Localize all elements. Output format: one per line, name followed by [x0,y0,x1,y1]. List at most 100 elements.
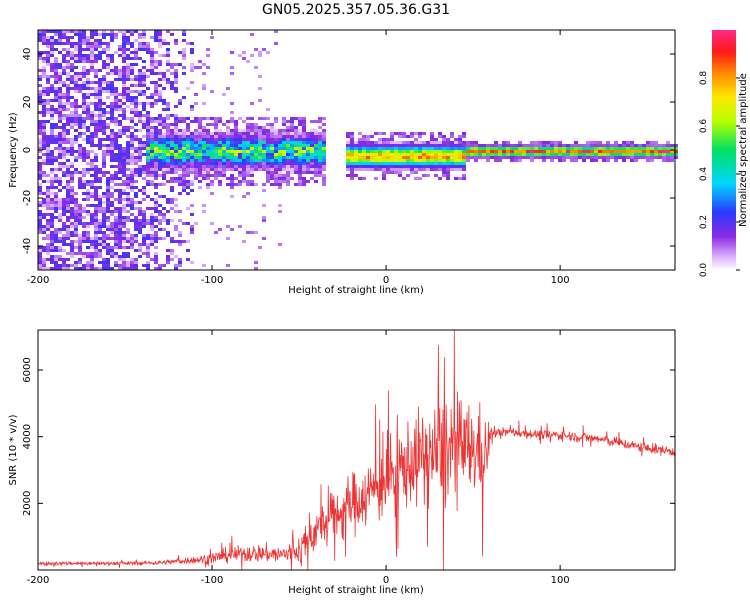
spectrogram-cell [166,60,170,63]
spectrogram-cell [118,195,122,198]
spectrogram-cell [278,156,282,159]
spectrogram-cell [146,237,150,240]
spectrogram-cell [230,102,234,105]
spectrogram-cell [54,234,58,237]
spectrogram-cell [194,159,198,162]
spectrogram-cell [258,129,262,132]
spectrogram-cell [346,135,350,138]
spectrogram-cell [262,117,266,120]
spectrogram-cell [150,240,154,243]
spectrogram-cell [70,126,74,129]
spectrogram-cell [74,219,78,222]
spectrogram-cell [238,132,242,135]
spectrogram-cell [54,186,58,189]
spectrogram-cell [170,156,174,159]
spectrogram-cell [114,99,118,102]
spectrogram-cell [242,147,246,150]
spectrogram-cell [122,42,126,45]
spectrogram-cell [382,144,386,147]
spectrogram-cell [94,42,98,45]
spectrogram-cell [246,159,250,162]
spectrogram-cell [82,171,86,174]
spectrogram-cell [362,165,366,168]
spectrogram-cell [258,141,262,144]
spectrogram-cell [134,147,138,150]
spectrogram-cell [118,108,122,111]
spectrogram-cell [38,123,42,126]
spectrogram-cell [290,177,294,180]
spectrogram-cell [42,72,46,75]
spectrogram-cell [578,147,582,150]
spectrogram-cell [46,147,50,150]
spectrogram-cell [390,147,394,150]
spectrogram-cell [290,153,294,156]
spectrogram-cell [278,177,282,180]
spectrogram-cell [110,111,114,114]
spectrogram-cell [162,174,166,177]
spectrogram-cell [446,162,450,165]
spectrogram-cell [42,180,46,183]
spectrogram-cell [86,114,90,117]
spectrogram-cell [370,141,374,144]
spectrogram-cell [170,138,174,141]
spectrogram-cell [206,123,210,126]
spectrogram-cell [94,204,98,207]
spectrogram-cell [410,150,414,153]
spectrogram-cell [86,204,90,207]
spectrogram-cell [54,30,58,33]
spectrogram-cell [454,168,458,171]
spectrogram-cell [98,228,102,231]
spectrogram-cell [50,99,54,102]
spectrogram-cell [130,72,134,75]
spectrogram-cell [218,162,222,165]
spectrogram-cell [222,138,226,141]
spectrogram-cell [442,138,446,141]
spectrogram-cell [210,222,214,225]
spectrogram-cell [50,108,54,111]
spectrogram-cell [498,156,502,159]
spectrogram-cell [350,138,354,141]
spectrogram-cell [102,120,106,123]
spectrogram-cell [98,114,102,117]
spectrogram-cell [434,174,438,177]
spectrogram-cell [366,165,370,168]
spectrogram-cell [498,144,502,147]
spectrogram-cell [262,135,266,138]
spectrogram-cell [258,51,262,54]
spectrogram-cell [142,168,146,171]
spectrogram-cell [206,162,210,165]
spectrogram-cell [130,69,134,72]
spectrogram-cell [630,150,634,153]
spectrogram-cell [538,141,542,144]
spectrogram-cell [86,126,90,129]
spectrogram-cell [134,225,138,228]
spectrogram-cell [550,159,554,162]
spectrogram-cell [130,66,134,69]
spectrogram-cell [558,153,562,156]
spectrogram-cell [126,186,130,189]
spectrogram-cell [66,66,70,69]
spectrogram-cell [434,159,438,162]
spectrogram-cell [202,129,206,132]
spectrogram-cell [466,153,470,156]
spectrogram-cell [78,117,82,120]
spectrogram-cell [146,75,150,78]
spectrogram-cell [102,225,106,228]
spectrogram-cell [402,159,406,162]
spectrogram-cell [82,237,86,240]
spectrogram-cell [490,153,494,156]
spectrogram-cell [46,207,50,210]
spectrogram-cell [126,255,130,258]
spectrogram-cell [118,264,122,267]
spectrogram-cell [262,219,266,222]
spectrogram-cell [86,105,90,108]
spectrogram-cell [142,108,146,111]
spectrogram-cell [78,60,82,63]
spectrogram-cell [186,150,190,153]
spectrogram-cell [286,159,290,162]
spectrogram-cell [98,252,102,255]
spectrogram-cell [278,180,282,183]
spectrogram-cell [82,252,86,255]
spectrogram-cell [166,156,170,159]
spectrogram-cell [118,267,122,270]
